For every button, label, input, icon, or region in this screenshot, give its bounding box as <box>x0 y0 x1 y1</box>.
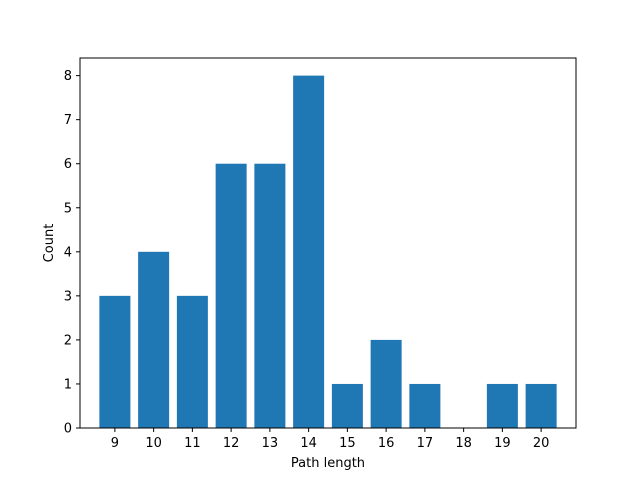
y-axis-label: Count <box>42 224 57 263</box>
plot-frame <box>79 57 577 429</box>
x-tick-label-18: 18 <box>455 436 472 451</box>
y-tick-label-2: 2 <box>64 333 72 348</box>
bar-12 <box>215 163 247 428</box>
bar-16 <box>370 339 402 428</box>
bar-19 <box>486 383 518 428</box>
x-tick-label-10: 10 <box>145 436 162 451</box>
x-tick-label-15: 15 <box>339 436 356 451</box>
x-axis-label: Path length <box>291 456 365 471</box>
y-tick-label-5: 5 <box>64 201 72 216</box>
y-tick-label-8: 8 <box>64 69 72 84</box>
bar-20 <box>525 383 557 428</box>
bar-13 <box>254 163 286 428</box>
x-tick-label-12: 12 <box>223 436 240 451</box>
x-tick-label-19: 19 <box>494 436 511 451</box>
y-tick-label-3: 3 <box>64 289 72 304</box>
x-tick-label-9: 9 <box>111 436 119 451</box>
bar-14 <box>293 75 325 429</box>
y-tick-label-4: 4 <box>64 245 72 260</box>
bars-group <box>99 75 557 429</box>
x-axis-ticks: 9 10 11 12 13 14 15 16 17 18 19 20 <box>111 428 550 451</box>
bar-15 <box>331 383 363 428</box>
x-tick-label-17: 17 <box>417 436 434 451</box>
x-tick-label-11: 11 <box>184 436 201 451</box>
x-tick-label-13: 13 <box>262 436 279 451</box>
x-tick-label-16: 16 <box>378 436 395 451</box>
y-tick-label-1: 1 <box>64 377 72 392</box>
bar-11 <box>176 295 208 428</box>
x-tick-label-14: 14 <box>300 436 317 451</box>
y-tick-label-6: 6 <box>64 157 72 172</box>
bar-10 <box>138 251 170 428</box>
y-tick-label-7: 7 <box>64 113 72 128</box>
x-tick-label-20: 20 <box>533 436 550 451</box>
y-axis-ticks: 0 1 2 3 4 5 6 7 8 <box>64 69 80 437</box>
bar-9 <box>99 295 131 428</box>
bar-17 <box>409 383 441 428</box>
y-tick-label-0: 0 <box>64 422 72 437</box>
